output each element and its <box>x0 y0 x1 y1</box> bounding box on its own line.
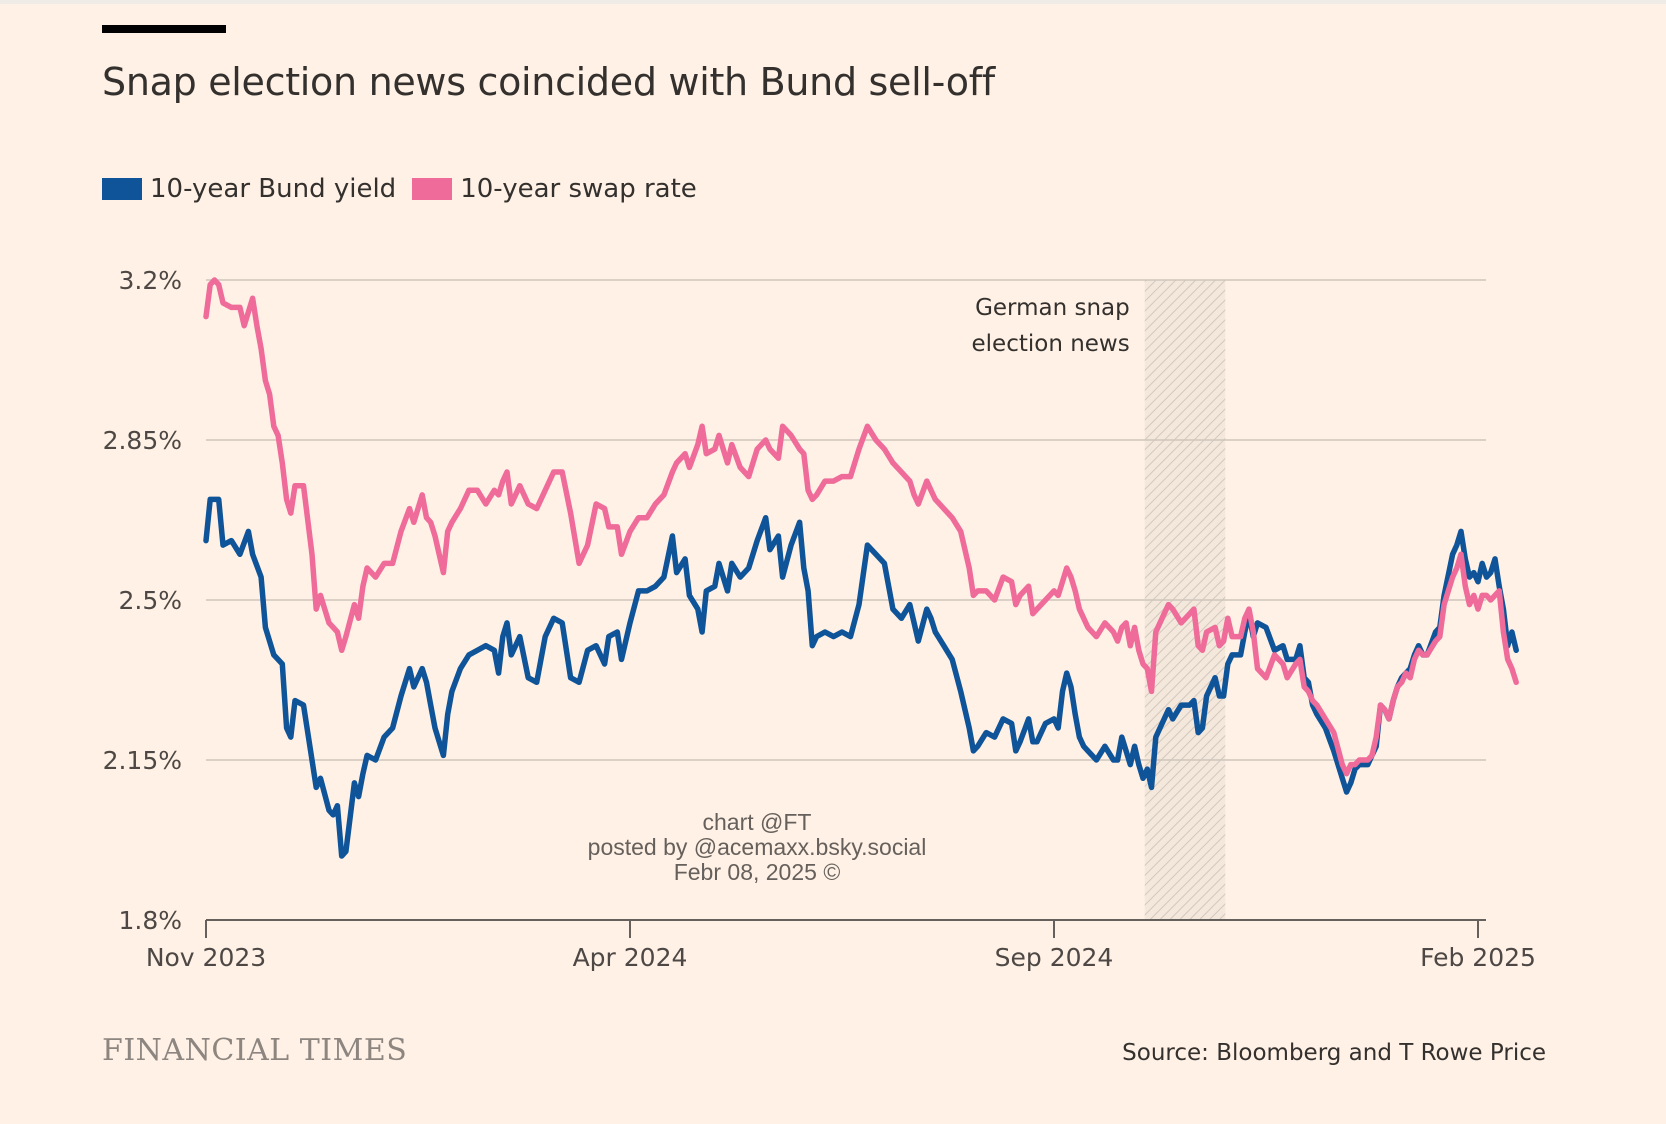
legend-item-swap: 10-year swap rate <box>412 172 697 206</box>
legend-item-bund: 10-year Bund yield <box>102 172 396 206</box>
top-border <box>0 0 1666 4</box>
x-tick-label: Nov 2023 <box>146 943 266 972</box>
ft-brand-logo: FINANCIAL TIMES <box>102 1033 408 1068</box>
annotation-line-1: German snap <box>975 295 1130 321</box>
y-tick-label: 2.5% <box>118 586 182 615</box>
x-tick-label: Feb 2025 <box>1420 943 1536 972</box>
gridlines <box>206 279 1486 761</box>
series-line-swap-rate <box>203 277 1519 777</box>
watermark-line-2: posted by @acemaxx.bsky.social <box>587 834 927 860</box>
x-axis: Nov 2023 Apr 2024 Sep 2024 Feb 2025 <box>146 919 1536 972</box>
legend-swatch-swap <box>412 178 453 200</box>
x-tick-label: Sep 2024 <box>995 943 1114 972</box>
series-lines <box>203 277 1519 859</box>
title-accent-bar <box>102 25 226 33</box>
y-tick-label: 2.15% <box>103 746 182 775</box>
y-tick-label: 1.8% <box>118 906 182 935</box>
annotation-line-2: election news <box>972 331 1130 357</box>
highlight-annotation: German snap election news <box>972 295 1130 357</box>
series-line-bund-yield <box>203 496 1519 859</box>
source-note: Source: Bloomberg and T Rowe Price <box>1122 1040 1546 1066</box>
legend-label-swap: 10-year swap rate <box>460 174 697 204</box>
legend-swatch-bund <box>102 178 142 200</box>
y-tick-label: 2.85% <box>103 426 182 455</box>
watermark-line-3: Febr 08, 2025 © <box>673 859 841 885</box>
legend: 10-year Bund yield 10-year swap rate <box>102 172 713 206</box>
y-axis-ticks: 1.8% 2.15% 2.5% 2.85% 3.2% <box>103 266 182 935</box>
x-tick-label: Apr 2024 <box>573 943 688 972</box>
chart-title: Snap election news coincided with Bund s… <box>102 60 995 104</box>
watermark-line-1: chart @FT <box>702 809 812 835</box>
watermark: chart @FT posted by @acemaxx.bsky.social… <box>0 810 1514 885</box>
legend-label-bund: 10-year Bund yield <box>150 174 397 204</box>
y-tick-label: 3.2% <box>118 266 182 295</box>
